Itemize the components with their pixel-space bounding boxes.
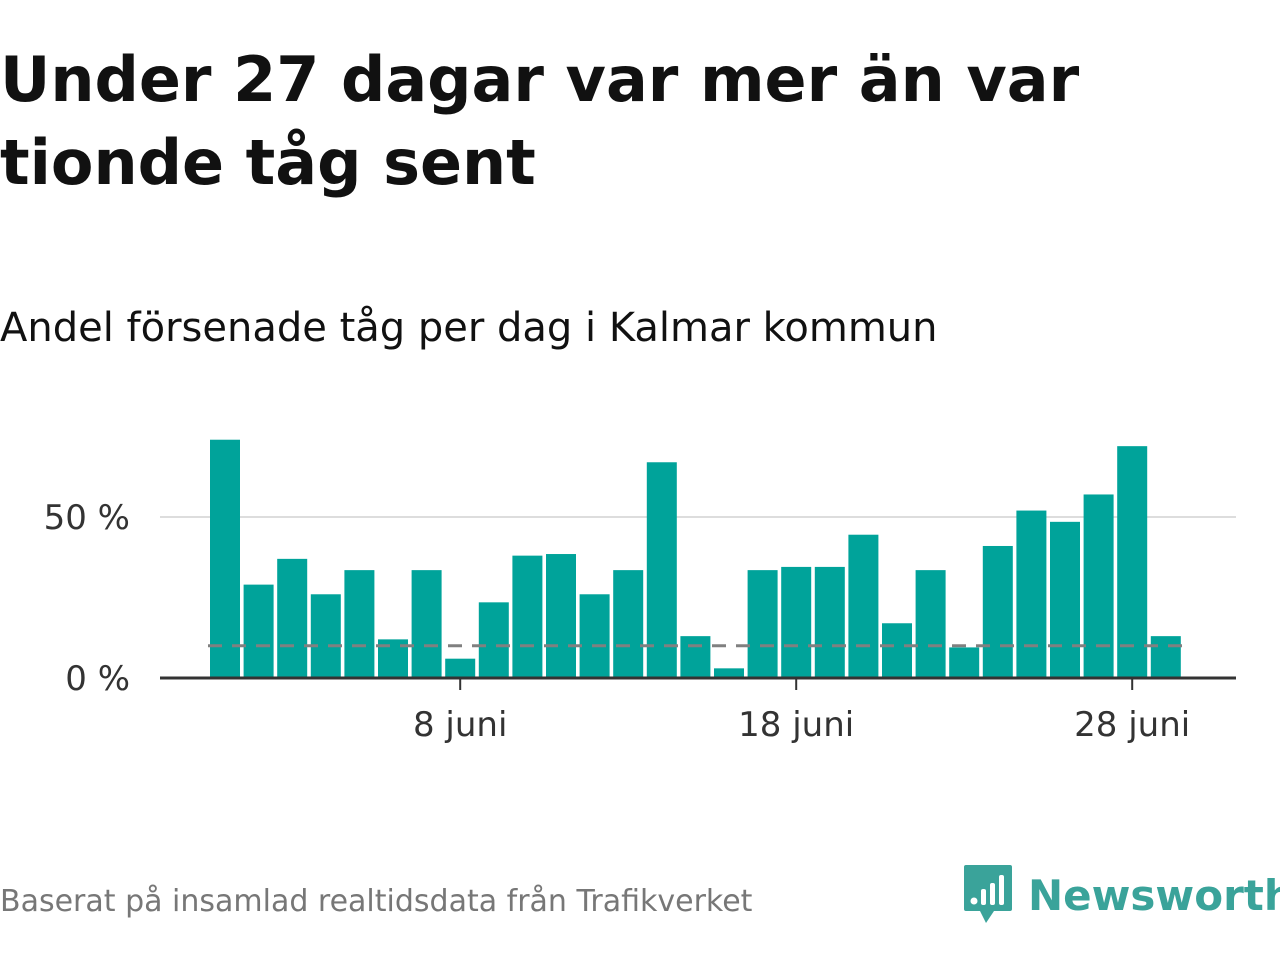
bar [1050, 521, 1080, 678]
newsworthy-logo-text: Newsworthy [1028, 870, 1280, 920]
source-note: Baserat på insamlad realtidsdata från Tr… [0, 884, 753, 919]
bar [277, 558, 308, 678]
bar-chart: 8 juni 18 juni 28 juni 0 % 50 % [44, 439, 1236, 745]
bar [982, 545, 1013, 678]
newsworthy-logo: Newsworthy [962, 862, 1280, 928]
bar [848, 534, 879, 678]
bar [1016, 510, 1047, 678]
bar [411, 570, 442, 678]
bar [747, 570, 778, 678]
bar [1083, 494, 1114, 678]
bars [210, 439, 1181, 678]
y-tick-label: 50 % [44, 498, 130, 538]
bar [478, 602, 509, 678]
bar [915, 570, 946, 678]
bar [445, 658, 476, 678]
bar [210, 439, 240, 678]
x-axis: 8 juni 18 juni 28 juni [160, 676, 1236, 745]
bar [310, 594, 341, 678]
newsworthy-logo-icon [964, 865, 1012, 923]
x-tick-label: 8 juni [413, 705, 507, 745]
bar [882, 623, 912, 678]
y-tick-label: 0 % [65, 659, 130, 699]
bar [243, 584, 274, 678]
bar [613, 570, 644, 678]
x-tick-label: 28 juni [1074, 705, 1190, 745]
x-tick-label: 18 juni [738, 705, 854, 745]
bar [680, 636, 711, 678]
bar [1117, 446, 1148, 678]
bar [546, 554, 576, 678]
bar [512, 555, 543, 678]
bar [714, 668, 744, 678]
bar [344, 570, 375, 678]
chart-title: Under 27 dagar var mer än var tionde tåg… [0, 43, 1080, 199]
chart-subtitle: Andel försenade tåg per dag i Kalmar kom… [0, 305, 938, 351]
bar [949, 647, 980, 678]
bar [1150, 636, 1181, 678]
y-axis-labels: 0 % 50 % [44, 498, 130, 699]
bar [579, 594, 610, 678]
bar [646, 462, 677, 678]
bar [814, 566, 845, 678]
bar [781, 566, 812, 678]
